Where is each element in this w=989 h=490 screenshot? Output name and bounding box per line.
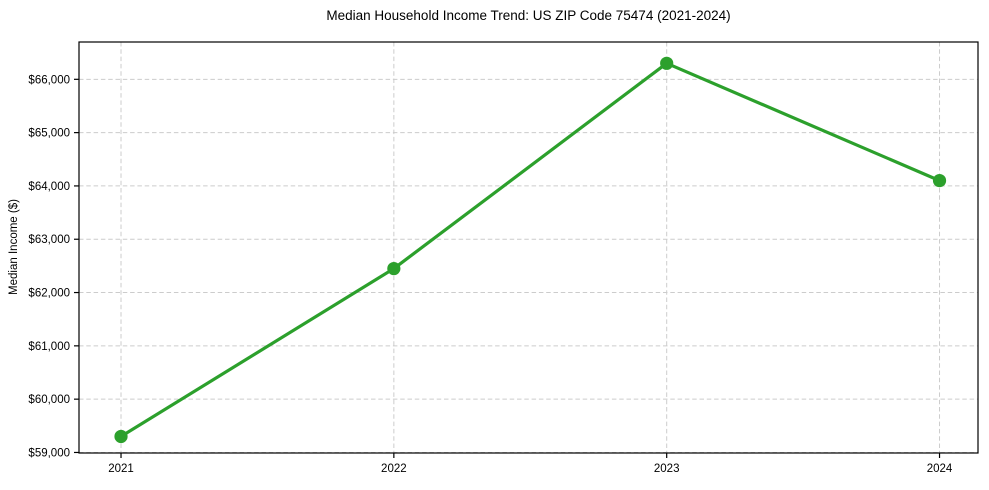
y-tick-label: $61,000 (28, 341, 70, 353)
plot-spines (78, 41, 979, 454)
chart-title: Median Household Income Trend: US ZIP Co… (326, 8, 731, 23)
data-point-2024 (932, 173, 947, 188)
data-point-2022 (387, 261, 401, 276)
y-tick-label: $66,000 (28, 74, 70, 86)
x-tick-label: 2023 (654, 463, 680, 475)
x-tick-label: 2022 (381, 463, 407, 475)
y-tick-label: $62,000 (28, 288, 70, 300)
y-tick-label: $59,000 (28, 447, 70, 459)
y-tick-label: $60,000 (28, 394, 70, 406)
y-tick-label: $63,000 (28, 234, 70, 246)
y-tick-label: $64,000 (28, 181, 70, 193)
y-tick-label: $65,000 (28, 128, 70, 140)
x-tick-label: 2021 (108, 463, 134, 475)
data-point-2023 (660, 56, 674, 70)
data-point-2021 (114, 429, 128, 444)
trend-line (119, 61, 942, 439)
x-tick-label: 2024 (927, 463, 953, 475)
